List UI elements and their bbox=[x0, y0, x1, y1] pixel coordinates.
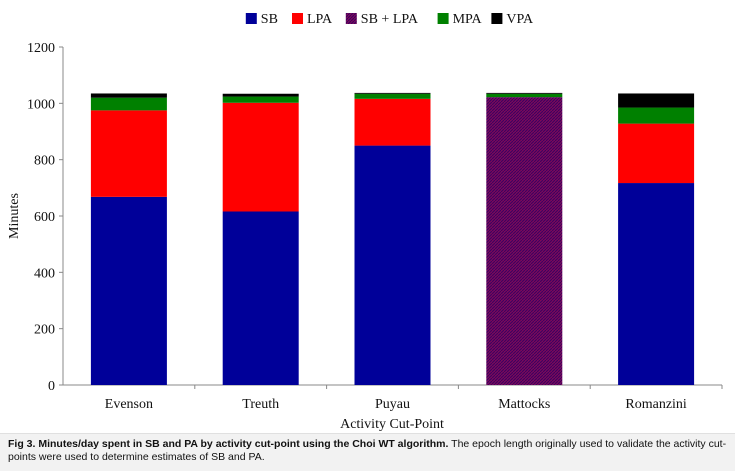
legend-swatch-vpa bbox=[491, 13, 503, 24]
bar-segment-sb-lpa-mattocks bbox=[486, 97, 563, 386]
x-tick-label: Mattocks bbox=[498, 397, 550, 412]
bar-segment-mpa-treuth bbox=[222, 96, 299, 103]
legend-label: LPA bbox=[307, 12, 333, 27]
bar-segment-vpa-puyau bbox=[354, 92, 431, 94]
legend-swatch-sb bbox=[245, 13, 257, 24]
bar-segment-sb-puyau bbox=[354, 145, 431, 385]
bar-segment-mpa-mattocks bbox=[486, 93, 563, 98]
bar-segment-vpa-treuth bbox=[222, 93, 299, 97]
y-axis-label: Minutes bbox=[7, 193, 22, 239]
y-tick-label: 800 bbox=[34, 154, 55, 169]
legend-swatch-mpa bbox=[437, 13, 449, 24]
legend-swatch-lpa bbox=[292, 13, 303, 24]
y-tick-label: 0 bbox=[48, 379, 55, 394]
bar-segment-lpa-puyau bbox=[354, 98, 431, 146]
x-axis-label: Activity Cut-Point bbox=[340, 417, 444, 432]
y-tick-label: 1200 bbox=[27, 41, 55, 56]
y-tick-label: 400 bbox=[34, 266, 55, 281]
bar-segment-vpa-evenson bbox=[90, 93, 167, 98]
legend-label: SB + LPA bbox=[361, 12, 419, 27]
bar-segment-sb-evenson bbox=[90, 196, 167, 385]
bar-segment-sb-treuth bbox=[222, 211, 299, 385]
bar-segment-vpa-romanzini bbox=[618, 93, 695, 108]
x-tick-label: Puyau bbox=[375, 397, 410, 412]
legend-label: SB bbox=[261, 12, 278, 27]
bar-segment-mpa-romanzini bbox=[618, 107, 695, 124]
bars bbox=[90, 92, 695, 386]
bar-segment-lpa-evenson bbox=[90, 110, 167, 197]
legend-label: VPA bbox=[506, 12, 534, 27]
bar-segment-mpa-evenson bbox=[90, 97, 167, 111]
y-ticks: 0 200 400 600 800 1000 1200 bbox=[27, 41, 63, 394]
figure-caption: Fig 3. Minutes/day spent in SB and PA by… bbox=[0, 433, 735, 471]
legend: SB LPA SB + LPA MPA VPA bbox=[245, 12, 534, 27]
x-ticks: Evenson Treuth Puyau Mattocks Romanzini bbox=[105, 385, 723, 412]
x-tick-label: Romanzini bbox=[625, 397, 687, 412]
caption-title: Fig 3. Minutes/day spent in SB and PA by… bbox=[8, 438, 449, 450]
legend-swatch-sb-lpa bbox=[345, 13, 357, 24]
bar-segment-vpa-mattocks bbox=[486, 92, 563, 94]
y-tick-label: 200 bbox=[34, 323, 55, 338]
caption-text: The epoch length originally used to vali… bbox=[8, 438, 727, 463]
stacked-bar-chart: SB LPA SB + LPA MPA VPA 0 200 400 600 800 1000 120… bbox=[7, 12, 723, 432]
x-tick-label: Evenson bbox=[105, 397, 153, 412]
bar-segment-lpa-romanzini bbox=[618, 123, 695, 184]
x-tick-label: Treuth bbox=[242, 397, 279, 412]
bar-segment-mpa-puyau bbox=[354, 93, 431, 99]
y-tick-label: 1000 bbox=[27, 97, 55, 112]
y-tick-label: 600 bbox=[34, 210, 55, 225]
bar-segment-lpa-treuth bbox=[222, 102, 299, 212]
legend-label: MPA bbox=[453, 12, 483, 27]
bar-segment-sb-romanzini bbox=[618, 183, 695, 385]
